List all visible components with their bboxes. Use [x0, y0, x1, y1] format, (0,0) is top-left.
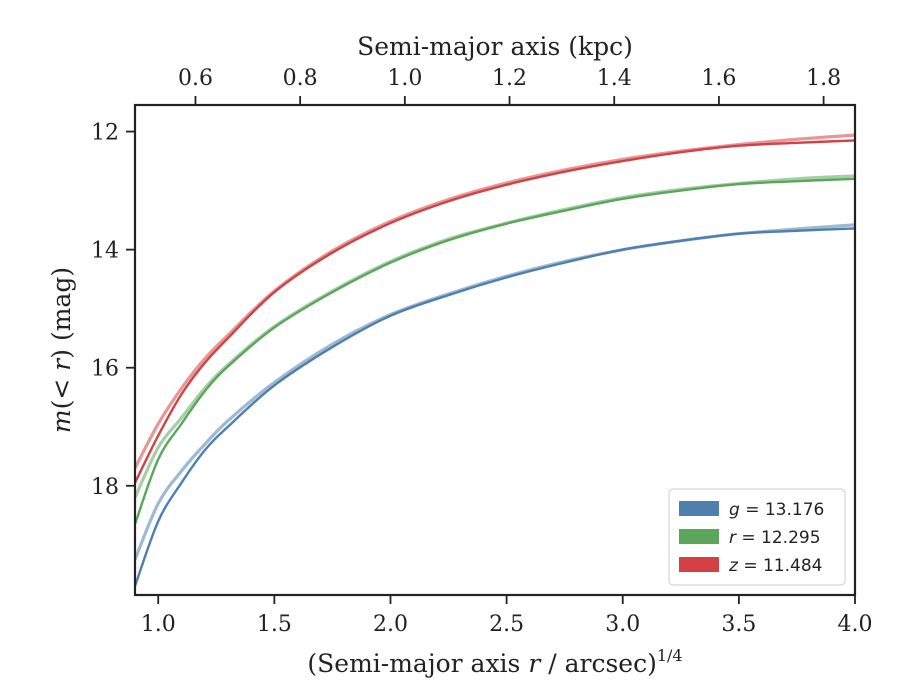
top-x-tick-label: 1.0 [387, 66, 422, 91]
legend-swatch-g [679, 501, 719, 516]
y-tick-label: 18 [91, 475, 119, 500]
top-x-tick-label: 0.6 [178, 66, 213, 91]
y-tick-label: 12 [91, 121, 119, 146]
top-x-tick-label: 1.6 [701, 66, 736, 91]
top-x-axis-title: Semi-major axis (kpc) [357, 32, 633, 61]
x-tick-label: 3.5 [721, 612, 756, 637]
series-z-curve-upper [135, 133, 855, 469]
x-tick-label: 3.0 [605, 612, 640, 637]
data-curves [135, 133, 855, 587]
top-x-tick-label: 0.8 [283, 66, 318, 91]
legend-swatch-z [679, 557, 719, 572]
series-g-curve-lower [135, 227, 855, 587]
top-x-tick-label: 1.2 [492, 66, 527, 91]
series-r-curve-lower [135, 177, 855, 525]
x-axis-title: (Semi-major axis r / arcsec)1/4 [307, 646, 682, 678]
legend-label-z: z = 11.484 [728, 556, 822, 576]
series-r-curve-upper [135, 174, 855, 499]
plot-frame [133, 103, 857, 597]
y-tick-label: 16 [91, 357, 119, 382]
x-tick-label: 2.0 [373, 612, 408, 637]
series-z-curve-lower [135, 139, 855, 484]
top-x-tick-label: 1.4 [597, 66, 632, 91]
x-tick-label: 1.5 [257, 612, 292, 637]
legend-label-r: r = 12.295 [729, 528, 821, 548]
top-x-tick-label: 1.8 [806, 66, 841, 91]
y-axis-title: m(< r) (mag) [47, 267, 76, 433]
x-tick-label: 2.5 [489, 612, 524, 637]
axes: 1.0 1.5 2.0 2.5 3.0 3.5 4.0 12 14 16 18 0.6 0.8 1.0 1.… [47, 32, 873, 678]
x-tick-label: 4.0 [838, 612, 873, 637]
y-tick-label: 14 [91, 239, 119, 264]
x-tick-label: 1.0 [141, 612, 176, 637]
legend-swatch-r [679, 529, 719, 544]
legend: g = 13.176 r = 12.295 z = 11.484 [668, 488, 846, 586]
legend-label-g: g = 13.176 [729, 500, 824, 520]
